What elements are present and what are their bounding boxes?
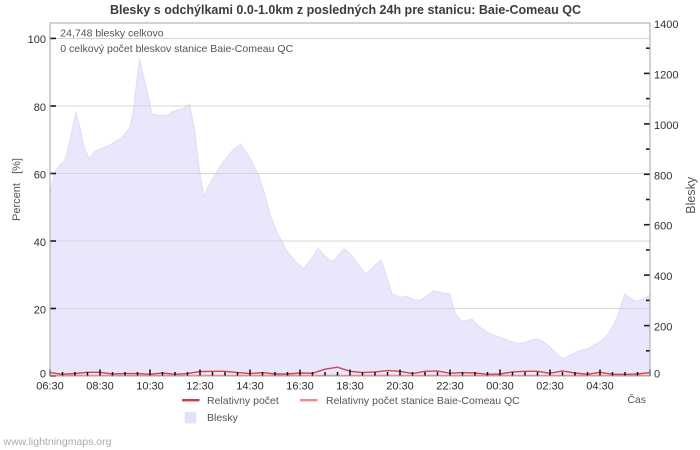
svg-text:60: 60 <box>34 169 46 181</box>
svg-text:Relativny počet: Relativny počet <box>207 395 279 407</box>
svg-text:00:30: 00:30 <box>486 380 514 392</box>
svg-text:02:30: 02:30 <box>536 380 564 392</box>
svg-text:1200: 1200 <box>654 69 678 81</box>
svg-text:400: 400 <box>654 271 672 283</box>
svg-text:Relativny počet stanice Baie-C: Relativny počet stanice Baie-Comeau QC <box>326 395 520 407</box>
svg-text:22:30: 22:30 <box>436 380 464 392</box>
svg-text:200: 200 <box>654 322 672 334</box>
svg-text:www.lightningmaps.org: www.lightningmaps.org <box>3 436 112 448</box>
svg-text:Blesky: Blesky <box>207 412 239 424</box>
svg-text:800: 800 <box>654 170 672 182</box>
svg-text:18:30: 18:30 <box>336 380 364 392</box>
svg-text:20: 20 <box>34 304 46 316</box>
svg-text:Čas: Čas <box>627 393 646 406</box>
svg-text:Percent [%]: Percent [%] <box>11 158 23 221</box>
svg-text:Blesky s odchýlkami 0.0-1.0km: Blesky s odchýlkami 0.0-1.0km z posledný… <box>110 3 581 17</box>
svg-text:10:30: 10:30 <box>136 380 164 392</box>
svg-text:80: 80 <box>34 102 46 114</box>
svg-text:16:30: 16:30 <box>286 380 314 392</box>
svg-text:12:30: 12:30 <box>186 380 214 392</box>
svg-text:20:30: 20:30 <box>386 380 414 392</box>
svg-text:600: 600 <box>654 221 672 233</box>
svg-text:1000: 1000 <box>654 120 678 132</box>
svg-text:14:30: 14:30 <box>236 380 264 392</box>
svg-text:04:30: 04:30 <box>586 380 614 392</box>
svg-text:08:30: 08:30 <box>86 380 114 392</box>
svg-text:06:30: 06:30 <box>36 380 64 392</box>
svg-text:0 celkový počet bleskov stanic: 0 celkový počet bleskov stanice Baie-Com… <box>60 43 293 55</box>
svg-text:1400: 1400 <box>654 19 678 31</box>
svg-text:0: 0 <box>654 368 660 380</box>
svg-text:40: 40 <box>34 237 46 249</box>
svg-text:100: 100 <box>28 34 46 46</box>
svg-text:0: 0 <box>40 368 46 380</box>
svg-text:Blesky: Blesky <box>684 176 698 214</box>
svg-text:24,748 blesky celkovo: 24,748 blesky celkovo <box>60 27 163 39</box>
